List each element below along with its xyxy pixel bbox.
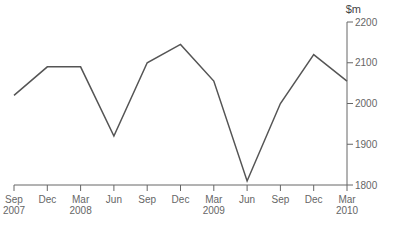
- svg-text:Mar2009: Mar2009: [203, 194, 226, 216]
- svg-text:2200: 2200: [355, 17, 378, 28]
- svg-text:1900: 1900: [355, 139, 378, 150]
- svg-text:Sep2007: Sep2007: [8, 194, 26, 216]
- svg-text:Dec: Dec: [172, 194, 190, 205]
- svg-text:2000: 2000: [355, 98, 378, 109]
- svg-text:2100: 2100: [355, 57, 378, 68]
- svg-text:Dec: Dec: [305, 194, 323, 205]
- svg-text:Sep: Sep: [138, 194, 156, 205]
- svg-text:Dec: Dec: [38, 194, 56, 205]
- svg-text:Sep: Sep: [272, 194, 290, 205]
- svg-text:Mar2010: Mar2010: [336, 194, 359, 216]
- svg-text:Jun: Jun: [239, 194, 255, 205]
- svg-text:Mar2008: Mar2008: [69, 194, 92, 216]
- svg-text:Jun: Jun: [106, 194, 122, 205]
- html-text:$m: $m: [345, 3, 361, 15]
- svg-text:1800: 1800: [355, 180, 378, 191]
